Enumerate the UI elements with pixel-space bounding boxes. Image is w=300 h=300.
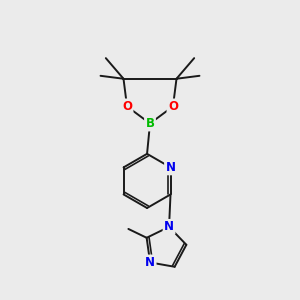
Text: O: O <box>122 100 132 113</box>
Text: N: N <box>166 161 176 174</box>
Text: N: N <box>145 256 155 269</box>
Text: O: O <box>168 100 178 113</box>
Text: B: B <box>146 117 154 130</box>
Text: N: N <box>164 220 174 233</box>
